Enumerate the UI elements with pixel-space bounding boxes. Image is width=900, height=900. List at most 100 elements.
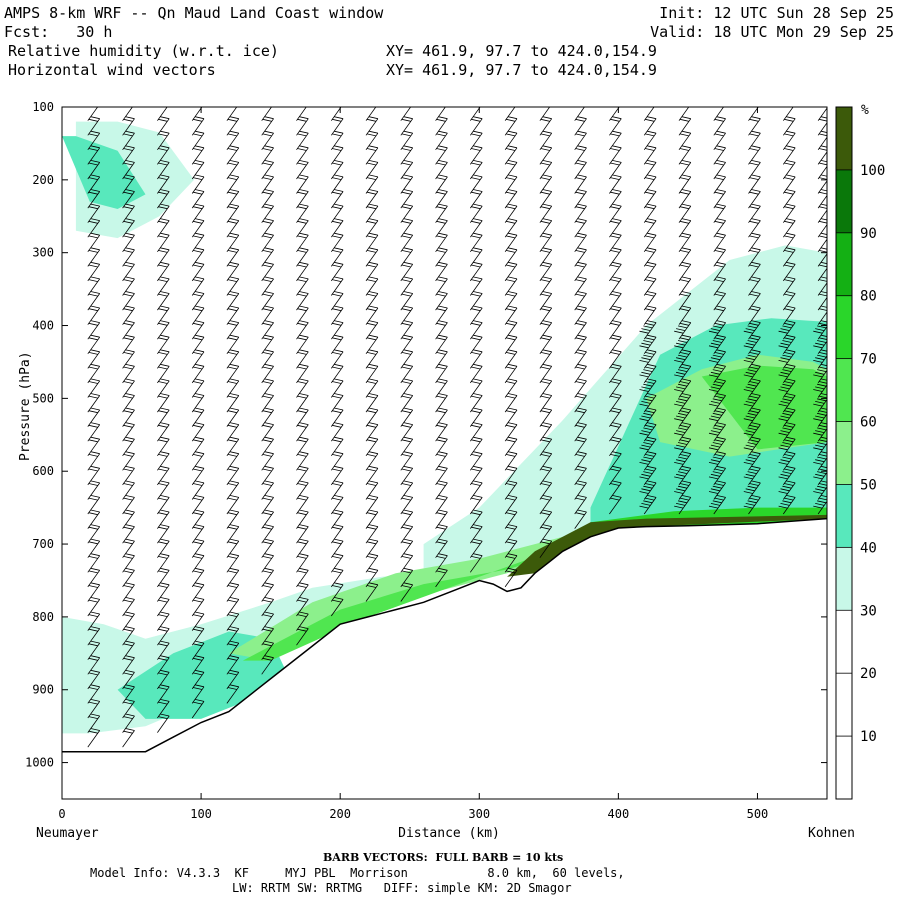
wind-barb [643,276,657,296]
y-tick-label: 400 [32,319,54,333]
wind-barb [609,232,622,253]
wind-barb [609,203,622,223]
wind-barb [609,160,622,180]
wind-barb [504,378,518,398]
wind-barb [157,189,170,209]
wind-barb [191,465,205,486]
wind-barb [261,291,274,311]
wind-barb [296,305,309,325]
wind-barb [365,567,379,588]
wind-barb [122,305,135,325]
wind-barb [400,334,414,355]
wind-barb [643,261,657,282]
colorbar-unit: % [861,103,869,118]
wind-barb [261,640,274,660]
wind-barb [365,363,379,384]
wind-barb [574,334,587,355]
wind-barb [87,524,101,544]
wind-barb [122,218,135,238]
terrain-fill [62,518,827,799]
wind-barb [365,393,379,413]
wind-barb [400,509,414,529]
wind-barb [813,334,827,355]
wind-barb [157,669,170,690]
wind-barb [296,247,309,267]
wind-barb [782,276,796,296]
wind-barb [674,349,692,369]
wind-barb [122,116,135,136]
wind-barb [191,597,205,617]
wind-barb [435,291,448,311]
wind-barb [639,465,657,486]
wind-barb [539,160,553,180]
wind-barb [87,276,101,296]
wind-barb [87,349,101,369]
wind-barb [226,116,240,136]
wind-barb [226,538,240,558]
wind-barb [817,232,827,253]
wind-barb [226,130,240,151]
wind-barb [778,407,796,427]
wind-barb [261,320,274,340]
wind-barb [330,291,344,311]
wind-barb [296,480,309,500]
wind-barb [365,451,379,471]
wind-barb [778,436,796,457]
wind-barb [191,655,205,675]
wind-barb [87,684,101,704]
wind-barb [122,465,135,486]
wind-barb [743,349,761,369]
wind-barb [539,495,553,515]
wind-barb [609,145,622,165]
wind-barb [87,728,101,748]
wind-barb [261,597,274,617]
wind-barb [261,261,274,282]
wind-barb [713,174,726,194]
wind-barb [539,524,553,544]
wind-barb [226,626,240,646]
wind-barb [539,436,553,457]
wind-barb [713,107,725,121]
wind-barb [539,320,553,340]
wind-barb [261,626,274,646]
wind-barb [157,422,170,442]
wind-barb [643,247,657,267]
barb-legend: BARB VECTORS: FULL BARB = 10 kts [323,851,564,864]
wind-barb [226,436,240,457]
wind-barb [574,407,587,427]
wind-barb [674,451,692,471]
wind-barb [743,334,761,355]
wind-barb [157,320,170,340]
wind-barb [400,232,414,253]
wind-barb [191,334,205,355]
wind-barb [400,174,414,194]
wind-barb [122,495,135,515]
wind-barb [609,276,622,296]
wind-barb [574,189,587,209]
wind-barb [87,597,101,617]
wind-barb [226,189,240,209]
wind-barb [226,305,240,325]
wind-barb [708,393,726,413]
wind-barb [87,567,101,588]
wind-barb [261,465,274,486]
wind-barb [713,189,726,209]
wind-barb [87,480,101,500]
wind-barb [469,349,483,369]
wind-barb [365,305,379,325]
wind-barb [400,436,414,457]
wind-barb [191,305,205,325]
wind-barb [435,422,448,442]
wind-barb [574,305,587,325]
xy-range-2: XY= 461.9, 97.7 to 424.0,154.9 [386,61,657,79]
wind-barb [643,203,657,223]
wind-barb [609,261,622,282]
wind-barb [226,232,240,253]
wind-barb [748,261,761,282]
wind-barb [261,116,274,136]
wind-barb [226,553,240,573]
wind-barb [435,407,448,427]
wind-barb [400,480,414,500]
wind-barb [191,567,205,588]
wind-barb [296,160,309,180]
